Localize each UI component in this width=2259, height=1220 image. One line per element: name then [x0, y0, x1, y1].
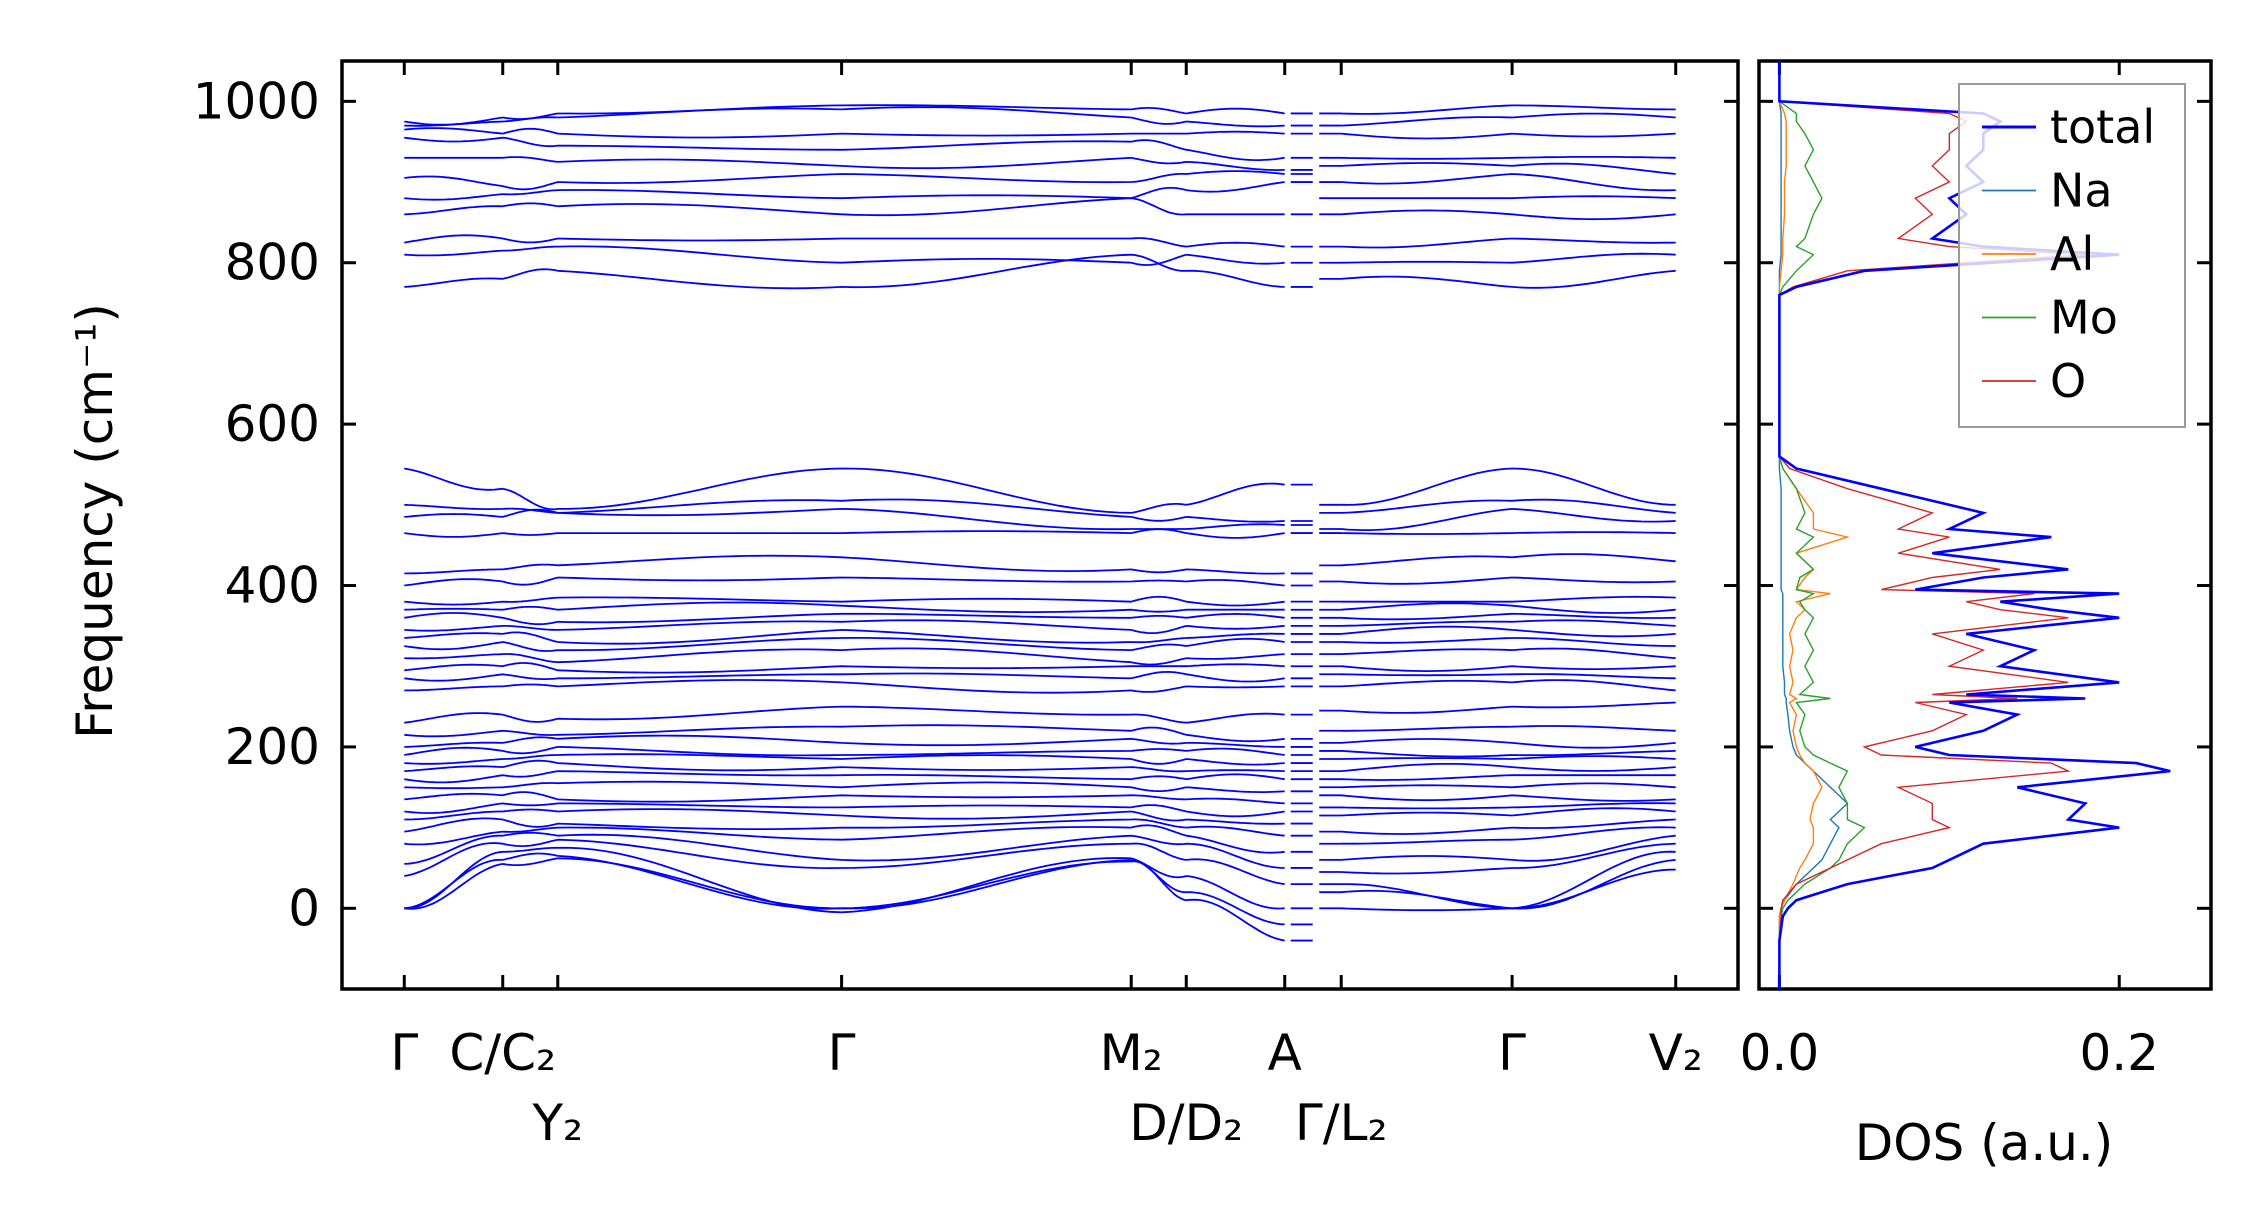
band-line	[404, 746, 1676, 758]
dos-axes-frame	[1757, 59, 2213, 991]
dos-curve-o	[1778, 61, 2086, 989]
band-line	[404, 852, 1676, 926]
band-line	[404, 679, 1676, 694]
legend-label: total	[2050, 100, 2155, 154]
k-point-label: Y₂	[531, 1094, 583, 1152]
dos-panel: 0.0 0.2 total Na Al Mo O	[1740, 59, 2213, 1082]
band-line	[404, 170, 1676, 192]
band-line	[404, 857, 1676, 942]
band-line	[404, 817, 1676, 837]
band-line	[404, 127, 1676, 140]
band-line	[404, 156, 1676, 175]
band-line	[404, 662, 1676, 674]
y-axis-label: Frequency (cm⁻¹)	[66, 303, 124, 739]
band-line	[404, 104, 1676, 126]
legend: total Na Al Mo O	[1958, 83, 2186, 428]
band-line	[404, 498, 1676, 523]
dos-curve-na	[1778, 61, 1849, 989]
y-tick-label: 1000	[193, 72, 320, 130]
band-structure-panel: 0 200 400 600 800 1000 Γ C/C₂ Y₂ Γ M₂ D/D₂ A Γ/L₂ Γ V₂	[193, 59, 2211, 1152]
k-point-label: Γ	[828, 1024, 856, 1082]
band-line	[404, 831, 1676, 869]
band-line	[404, 701, 1676, 724]
legend-label: Al	[2050, 227, 2094, 281]
band-line	[404, 619, 1676, 634]
band-line	[404, 802, 1676, 818]
y-tick-label: 800	[225, 234, 320, 292]
k-point-label: V₂	[1649, 1024, 1703, 1082]
k-point-label: C/C₂	[449, 1024, 556, 1082]
band-line	[404, 846, 1676, 914]
band-axes-frame	[340, 59, 1740, 991]
band-line	[404, 807, 1676, 825]
band-line	[404, 637, 1676, 652]
y-tick-label: 200	[225, 718, 320, 776]
y-tick-label: 400	[225, 557, 320, 615]
k-point-label: Γ	[1498, 1024, 1526, 1082]
band-line	[404, 181, 1676, 201]
legend-label: Mo	[2050, 291, 2118, 345]
band-line	[404, 670, 1676, 683]
band-line	[404, 759, 1676, 773]
k-point-label: M₂	[1100, 1024, 1163, 1082]
band-line	[404, 612, 1676, 626]
band-line	[404, 647, 1676, 666]
dos-x-tick-label: 0.0	[1740, 1024, 1820, 1082]
band-line	[404, 595, 1676, 607]
band-line	[404, 528, 1676, 539]
band-line	[404, 625, 1676, 645]
band-line	[404, 734, 1676, 749]
legend-label: O	[2050, 354, 2086, 408]
k-point-label: D/D₂	[1129, 1094, 1243, 1152]
y-tick-label: 0	[288, 879, 320, 937]
band-line	[404, 824, 1676, 854]
band-line	[404, 724, 1676, 743]
legend-label: Na	[2050, 164, 2113, 218]
band-line	[404, 467, 1676, 514]
band-line	[404, 245, 1676, 266]
y-tick-label: 600	[225, 395, 320, 453]
dos-x-axis-label: DOS (a.u.)	[1855, 1114, 2114, 1172]
band-line	[404, 197, 1676, 221]
k-point-label: Γ	[390, 1024, 418, 1082]
band-line	[404, 553, 1676, 575]
k-point-label: A	[1268, 1024, 1302, 1082]
band-line	[404, 753, 1676, 766]
band-line	[404, 601, 1676, 614]
dos-curve-mo	[1778, 61, 1866, 989]
band-line	[404, 136, 1676, 161]
dos-x-tick-label: 0.2	[2079, 1024, 2159, 1082]
band-line	[404, 770, 1676, 784]
band-line	[404, 576, 1676, 587]
band-line	[404, 234, 1676, 249]
band-line	[404, 780, 1676, 793]
band-line	[404, 838, 1676, 885]
legend-box	[1958, 83, 2186, 428]
dos-curve-al	[1778, 61, 1851, 989]
band-line	[404, 791, 1676, 805]
band-line	[404, 106, 1676, 128]
k-point-label: Γ/L₂	[1295, 1094, 1388, 1152]
